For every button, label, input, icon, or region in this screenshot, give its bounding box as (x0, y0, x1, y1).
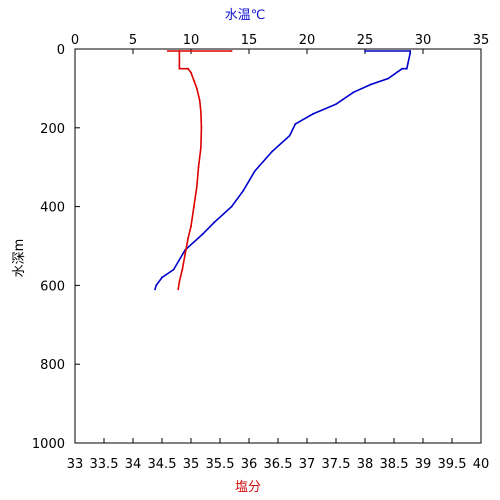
top-tick-label: 0 (71, 33, 79, 48)
plot-frame (74, 48, 482, 444)
bottom-axis: 33 33.5 34 34.5 35 35.5 36 36.5 37 37.5 38 38.5 39 39… (67, 438, 490, 472)
water-temperature-point (253, 170, 256, 173)
top-tick-label: 35 (473, 33, 490, 48)
water-temperature-point (405, 67, 408, 70)
left-tick-label: 1000 (32, 437, 65, 452)
bottom-tick-label: 34 (125, 457, 142, 472)
series-layer (154, 50, 412, 291)
water-temperature-point (294, 122, 297, 125)
salinity-point (197, 166, 200, 169)
water-temperature-point (271, 150, 274, 153)
salinity-point (178, 280, 181, 283)
bottom-tick-label: 38 (357, 457, 374, 472)
bottom-tick-label: 33 (67, 457, 84, 472)
salinity-point (195, 186, 198, 188)
salinity-point (190, 71, 192, 74)
salinity-point (199, 146, 202, 149)
salinity-point (166, 50, 169, 52)
top-tick-label: 15 (241, 33, 258, 48)
water-temperature-point (230, 205, 233, 208)
top-axis-title: 水温℃ (225, 8, 266, 23)
salinity-point (193, 205, 195, 208)
water-temperature-point (288, 134, 291, 137)
top-tick-label: 5 (129, 33, 137, 48)
salinity-point (193, 79, 195, 82)
water-temperature-point (369, 83, 372, 86)
salinity-point (200, 126, 203, 129)
top-tick-label: 10 (183, 33, 200, 48)
water-temperature-point (352, 91, 355, 94)
water-temperature-point (242, 189, 245, 192)
left-tick-label: 600 (40, 279, 65, 294)
water-temperature-point (155, 284, 158, 287)
top-tick-label: 25 (357, 33, 374, 48)
salinity-point (199, 111, 202, 113)
left-axis-title: 水深m (12, 239, 27, 278)
water-temperature-point (154, 288, 156, 291)
salinity-point (198, 99, 201, 102)
bottom-tick-label: 36 (241, 457, 258, 472)
salinity-point (190, 225, 192, 228)
salinity-point (178, 50, 181, 52)
bottom-tick-label: 35 (183, 457, 200, 472)
top-axis: 0 5 10 15 20 25 30 35 (71, 33, 489, 54)
bottom-tick-label: 40 (473, 457, 490, 472)
water-temperature-point (201, 233, 204, 236)
left-axis: 0 200 400 600 800 1000 (32, 43, 80, 452)
water-temperature-point (335, 103, 337, 106)
left-tick-label: 0 (57, 43, 65, 58)
bottom-tick-label: 37 (299, 457, 316, 472)
left-tick-label: 400 (40, 201, 65, 216)
salinity-point (184, 252, 187, 255)
top-tick-label: 20 (299, 33, 316, 48)
salinity-point (187, 67, 190, 70)
water-temperature-point (364, 50, 366, 52)
water-temperature-point (387, 77, 390, 80)
bottom-tick-label: 33.5 (90, 457, 119, 472)
top-tick-label: 30 (415, 33, 432, 48)
bottom-tick-label: 38.5 (380, 457, 409, 472)
left-tick-label: 200 (40, 122, 65, 137)
bottom-tick-label: 39.5 (438, 457, 467, 472)
water-temperature-point (409, 52, 412, 54)
bottom-tick-label: 39 (415, 457, 432, 472)
water-temperature-point (409, 50, 412, 52)
bottom-tick-label: 37.5 (322, 457, 351, 472)
water-temperature-point (311, 113, 314, 115)
bottom-axis-title: 塩分 (235, 480, 261, 495)
salinity-point (195, 87, 198, 90)
left-tick-label: 800 (40, 358, 65, 373)
bottom-tick-label: 36.5 (264, 457, 293, 472)
bottom-tick-label: 34.5 (148, 457, 177, 472)
water-temperature-point (401, 67, 404, 70)
salinity-point (230, 50, 233, 52)
water-temperature-point (161, 276, 163, 279)
water-temperature-point (172, 268, 175, 271)
salinity-point (177, 288, 180, 291)
salinity-point (181, 268, 184, 271)
bottom-tick-label: 35.5 (206, 457, 235, 472)
water-temperature-point (213, 221, 216, 224)
salinity-point (178, 67, 181, 70)
salinity-point (187, 237, 190, 240)
